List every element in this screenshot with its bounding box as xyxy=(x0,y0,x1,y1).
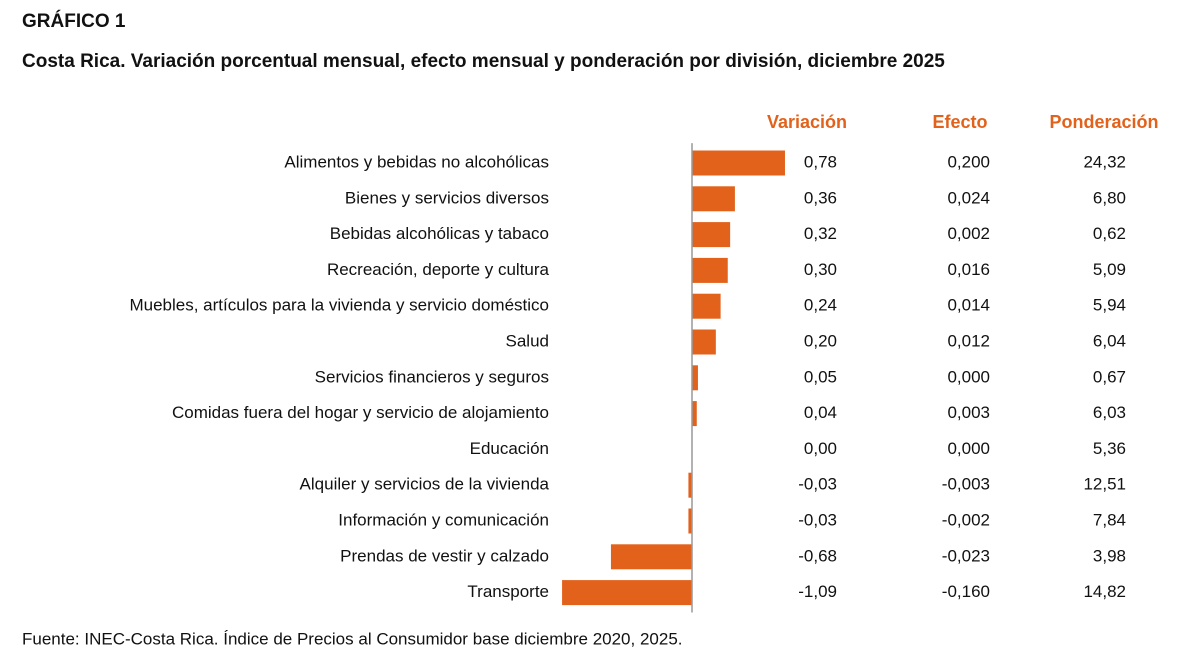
column-value: 0,003 xyxy=(947,403,990,422)
value-label: 0,20 xyxy=(804,331,837,350)
column-value: 0,200 xyxy=(947,152,990,171)
column-value: 0,012 xyxy=(947,331,990,350)
category-label: Información y comunicación xyxy=(338,510,549,529)
category-label: Educación xyxy=(470,439,549,458)
category-label: Salud xyxy=(506,331,549,350)
value-label: -0,03 xyxy=(798,475,837,494)
column-value: 0,016 xyxy=(947,260,990,279)
value-label: -1,09 xyxy=(798,582,837,601)
bar xyxy=(692,293,721,319)
column-value: 0,62 xyxy=(1093,224,1126,243)
value-label: 0,32 xyxy=(804,224,837,243)
category-label: Bienes y servicios diversos xyxy=(345,188,549,207)
value-label: 0,04 xyxy=(804,403,837,422)
value-label: -0,03 xyxy=(798,510,837,529)
bar xyxy=(688,508,692,534)
chart-label: GRÁFICO 1 xyxy=(22,10,126,32)
column-value: 0,002 xyxy=(947,224,990,243)
bar xyxy=(692,257,728,283)
bar xyxy=(692,329,716,355)
value-label: 0,30 xyxy=(804,260,837,279)
column-value: 0,024 xyxy=(947,188,990,207)
column-value: 6,80 xyxy=(1093,188,1126,207)
bar xyxy=(692,365,698,391)
source-note: Fuente: INEC-Costa Rica. Índice de Preci… xyxy=(22,629,683,648)
category-label: Recreación, deporte y cultura xyxy=(327,260,550,279)
column-value: 0,000 xyxy=(947,367,990,386)
column-value: 24,32 xyxy=(1083,152,1126,171)
category-label: Muebles, artículos para la vivienda y se… xyxy=(129,296,549,315)
column-value: 6,04 xyxy=(1093,331,1126,350)
column-value: 5,36 xyxy=(1093,439,1126,458)
category-label: Transporte xyxy=(467,582,549,601)
value-label: -0,68 xyxy=(798,546,837,565)
value-label: 0,78 xyxy=(804,152,837,171)
column-header: Ponderación xyxy=(1049,112,1158,132)
column-value: 7,84 xyxy=(1093,510,1126,529)
category-label: Alquiler y servicios de la vivienda xyxy=(300,475,550,494)
column-value: -0,160 xyxy=(942,582,990,601)
column-value: 5,94 xyxy=(1093,296,1126,315)
column-header: Efecto xyxy=(932,112,987,132)
bar xyxy=(562,580,692,606)
value-label: 0,05 xyxy=(804,367,837,386)
column-value: 5,09 xyxy=(1093,260,1126,279)
bar xyxy=(610,544,692,570)
category-label: Prendas de vestir y calzado xyxy=(340,546,549,565)
column-value: 12,51 xyxy=(1083,475,1126,494)
column-value: 3,98 xyxy=(1093,546,1126,565)
bar xyxy=(688,472,692,498)
column-value: 0,014 xyxy=(947,296,990,315)
bar xyxy=(692,150,785,176)
value-label: 0,00 xyxy=(804,439,837,458)
category-label: Bebidas alcohólicas y tabaco xyxy=(330,224,549,243)
column-value: 0,000 xyxy=(947,439,990,458)
column-value: 0,67 xyxy=(1093,367,1126,386)
category-label: Comidas fuera del hogar y servicio de al… xyxy=(172,403,549,422)
bar xyxy=(692,186,735,212)
chart-title: Costa Rica. Variación porcentual mensual… xyxy=(22,51,945,72)
category-label: Alimentos y bebidas no alcohólicas xyxy=(284,152,549,171)
category-label: Servicios financieros y seguros xyxy=(315,367,549,386)
column-value: 14,82 xyxy=(1083,582,1126,601)
bar xyxy=(692,222,731,248)
column-header: Variación xyxy=(767,112,847,132)
column-value: -0,023 xyxy=(942,546,990,565)
column-value: -0,002 xyxy=(942,510,990,529)
value-label: 0,36 xyxy=(804,188,837,207)
value-label: 0,24 xyxy=(804,296,837,315)
column-value: 6,03 xyxy=(1093,403,1126,422)
bar xyxy=(692,401,697,427)
column-value: -0,003 xyxy=(942,475,990,494)
